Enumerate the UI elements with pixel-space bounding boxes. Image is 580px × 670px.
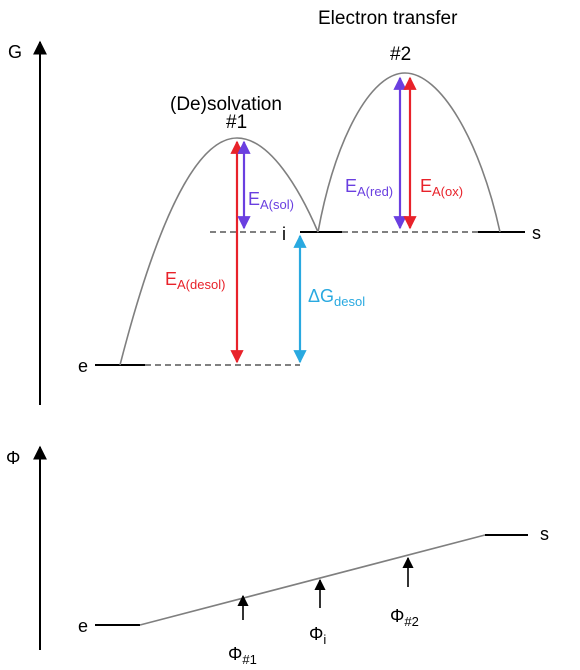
state-s-label: s (532, 223, 541, 243)
ea-ox-label: EA(ox) (420, 176, 463, 199)
state-i-label: i (282, 224, 286, 244)
peak1-label: #1 (226, 112, 247, 133)
ea-red-label: EA(red) (345, 176, 393, 199)
phi-state-s-label: s (540, 524, 549, 544)
dg-desol-label: ΔGdesol (308, 286, 365, 309)
phii-label: Φi (309, 624, 326, 647)
state-e-label: e (78, 356, 88, 376)
phi-state-e-label: e (78, 616, 88, 636)
stage2-title: Electron transfer (318, 8, 458, 29)
ea-sol-label: EA(sol) (248, 189, 294, 212)
peak2-label: #2 (390, 44, 411, 65)
phi-axis-label: Φ (6, 448, 20, 468)
phi1-label: Φ#1 (228, 644, 257, 667)
phi-slope (139, 534, 486, 626)
barrier-curve-2 (317, 72, 501, 233)
phi2-label: Φ#2 (390, 606, 419, 629)
ea-desol-label: EA(desol) (165, 269, 225, 292)
g-axis-label: G (8, 42, 22, 62)
barrier-curve-1 (119, 137, 319, 366)
stage1-title: (De)solvation (170, 94, 282, 115)
